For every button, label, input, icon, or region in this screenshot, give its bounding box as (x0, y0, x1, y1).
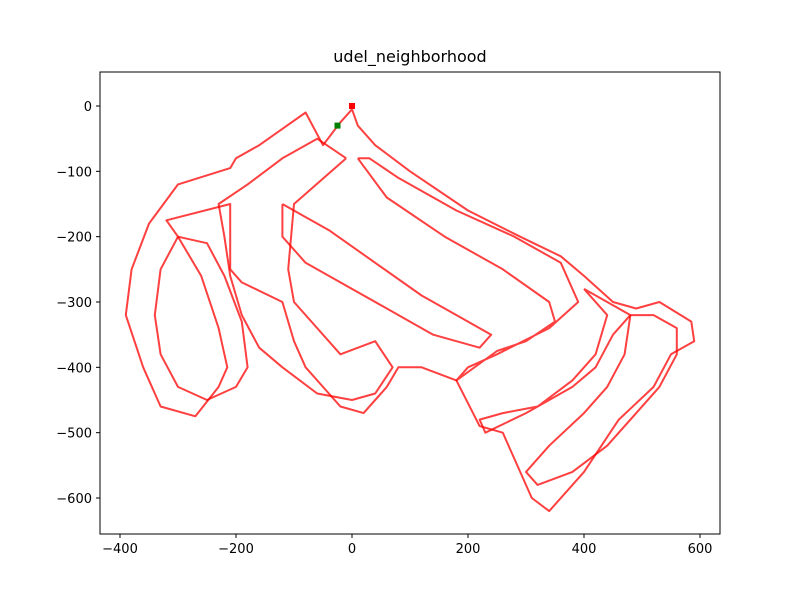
x-tick-label: 0 (348, 542, 356, 557)
x-tick-label: 600 (688, 542, 713, 557)
trajectory-lines (124, 108, 696, 513)
trajectory-line-5 (478, 288, 632, 434)
y-tick-label: 0 (84, 100, 92, 115)
trajectory-line-3 (356, 157, 580, 382)
start-marker (334, 122, 341, 129)
y-tick-label: −200 (56, 231, 92, 246)
y-tick-label: −600 (56, 492, 92, 507)
trajectory-line-6 (525, 314, 678, 486)
trajectory-line-2 (217, 137, 394, 401)
y-tick-label: −400 (56, 361, 92, 376)
end-marker (349, 103, 355, 109)
x-tick-label: 400 (572, 542, 597, 557)
trajectory-line-1 (124, 108, 696, 513)
x-tick-label: −400 (102, 542, 138, 557)
plot-area (99, 71, 721, 535)
trajectory-line-4 (281, 203, 493, 349)
y-axis: 0 −100 −200 −300 −400 −500 −600 (56, 100, 100, 507)
y-tick-label: −100 (56, 165, 92, 180)
x-tick-label: 200 (456, 542, 481, 557)
y-tick-label: −500 (56, 427, 92, 442)
trajectory-line-7 (153, 235, 249, 401)
x-tick-label: −200 (218, 542, 254, 557)
x-axis: −400 −200 0 200 400 600 (102, 534, 712, 557)
chart-title: udel_neighborhood (333, 47, 486, 67)
markers (334, 103, 355, 129)
y-tick-label: −300 (56, 296, 92, 311)
